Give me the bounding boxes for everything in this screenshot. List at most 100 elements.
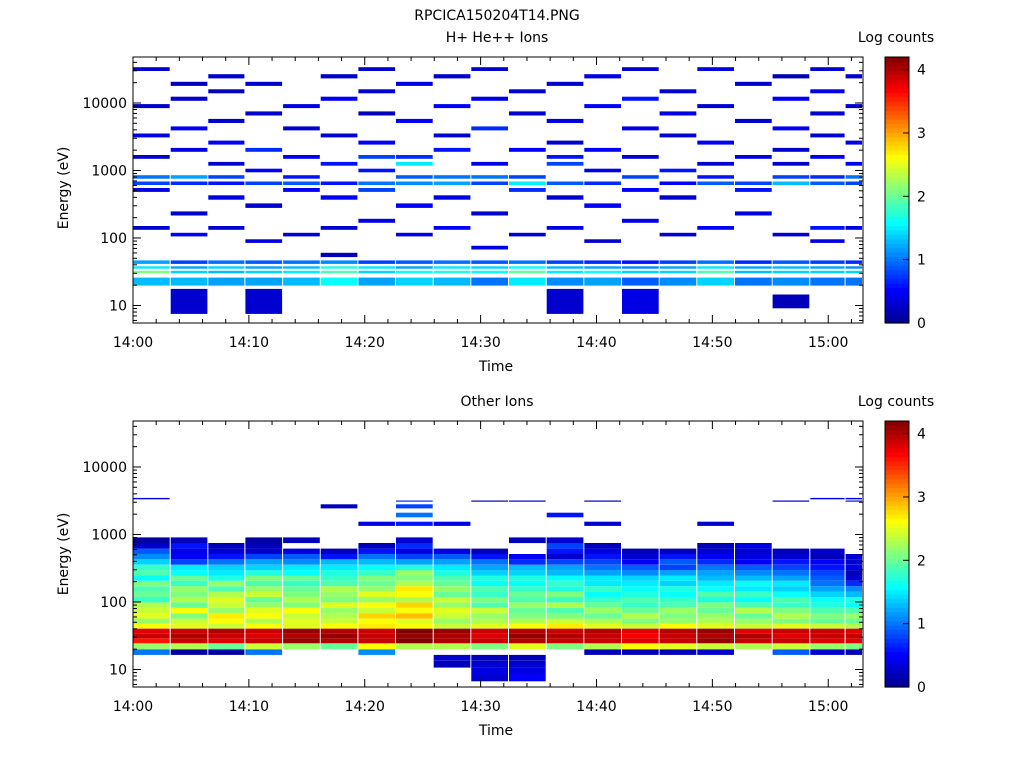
colorbar-label: Log counts xyxy=(858,394,934,410)
heatmap-cell xyxy=(396,559,433,565)
heatmap-cell xyxy=(471,628,508,634)
heatmap-cell xyxy=(283,580,320,587)
heatmap-cell xyxy=(283,570,320,576)
heatmap-cell xyxy=(283,586,320,592)
heatmap-cell xyxy=(584,239,621,243)
heatmap-cell xyxy=(320,618,358,624)
heatmap-cell xyxy=(810,181,845,185)
heatmap-cell xyxy=(622,554,659,560)
heatmap-cell xyxy=(245,277,283,286)
heatmap-cell xyxy=(208,586,245,592)
colorbar-swatch xyxy=(885,607,909,613)
heatmap-cell xyxy=(509,570,546,576)
heatmap-cell xyxy=(396,554,433,560)
heatmap-cell xyxy=(845,586,862,592)
heatmap-cell xyxy=(697,638,734,644)
colorbar-swatch xyxy=(885,567,909,573)
heatmap-cell xyxy=(433,133,471,138)
heatmap-cell xyxy=(810,623,845,629)
heatmap-cell xyxy=(208,543,245,549)
x-tick-label: 14:20 xyxy=(345,699,385,715)
heatmap-cell xyxy=(283,564,320,571)
heatmap-cell xyxy=(659,623,697,629)
heatmap-cell xyxy=(697,575,734,581)
heatmap-cell xyxy=(659,564,697,571)
colorbar-swatch xyxy=(885,616,909,622)
colorbar-swatch xyxy=(885,647,909,653)
heatmap-cell xyxy=(433,660,471,668)
heatmap-cell xyxy=(735,554,772,560)
heatmap-cell xyxy=(772,96,810,101)
colorbar-swatch xyxy=(885,514,909,520)
heatmap-cell xyxy=(358,543,396,549)
heatmap-cell xyxy=(283,643,320,650)
heatmap-cell xyxy=(772,232,810,237)
heatmap-cell xyxy=(546,586,584,592)
colorbar-swatch xyxy=(885,74,909,80)
heatmap-cell xyxy=(433,548,471,554)
heatmap-cell xyxy=(358,580,396,587)
heatmap-cell xyxy=(810,155,845,159)
heatmap-cell xyxy=(845,161,862,166)
colorbar-swatch xyxy=(885,79,909,85)
heatmap-cell xyxy=(735,602,772,608)
panel-h-he-ions: H+ He++ Ions Energy (eV) Time Log counts… xyxy=(56,30,934,375)
heatmap-cell xyxy=(358,67,396,71)
heatmap-cell xyxy=(735,586,772,592)
heatmap-cell xyxy=(810,89,845,94)
heatmap-cell xyxy=(170,96,208,101)
heatmap-cell xyxy=(697,161,734,166)
heatmap-cell xyxy=(810,266,845,269)
heatmap-cell xyxy=(245,618,283,624)
heatmap-cell xyxy=(735,277,772,286)
heatmap-cell xyxy=(509,613,546,619)
heatmap-cell xyxy=(133,554,170,560)
heatmap-cell xyxy=(471,586,508,592)
heatmap-cell xyxy=(735,643,772,650)
colorbar-swatch xyxy=(885,456,909,462)
heatmap-cell xyxy=(845,607,862,614)
heatmap-cell xyxy=(133,623,170,629)
heatmap-cell xyxy=(170,618,208,624)
heatmap-cell xyxy=(208,564,245,571)
heatmap-cell xyxy=(396,628,433,634)
heatmap-cell xyxy=(133,580,170,587)
heatmap-cell xyxy=(546,580,584,587)
heatmap-cell xyxy=(283,638,320,644)
heatmap-cell xyxy=(245,580,283,587)
heatmap-cell xyxy=(509,147,546,152)
heatmap-cell xyxy=(584,633,621,639)
heatmap-cell xyxy=(509,643,546,650)
heatmap-cell xyxy=(697,607,734,614)
heatmap-cell xyxy=(245,586,283,592)
heatmap-cell xyxy=(810,618,845,624)
heatmap-cell xyxy=(133,67,170,71)
heatmap-cell xyxy=(208,570,245,576)
heatmap-cell xyxy=(208,575,245,581)
heatmap-cell xyxy=(170,559,208,565)
heatmap-cell xyxy=(546,623,584,629)
heatmap-cell xyxy=(133,277,170,286)
colorbar-swatch xyxy=(885,571,909,577)
heatmap-cell xyxy=(810,175,845,179)
heatmap-cell xyxy=(433,628,471,634)
y-tick-label: 1000 xyxy=(91,163,127,179)
heatmap-cell xyxy=(546,602,584,608)
heatmap-cell xyxy=(584,266,621,269)
heatmap-cell xyxy=(283,175,320,179)
colorbar-swatch xyxy=(885,203,909,209)
heatmap-cell xyxy=(584,570,621,576)
heatmap-cell xyxy=(845,74,862,79)
colorbar-swatch xyxy=(885,229,909,235)
heatmap-cell xyxy=(208,628,245,634)
heatmap-cell xyxy=(509,618,546,624)
heatmap-cell xyxy=(735,118,772,123)
colorbar-swatch xyxy=(885,562,909,568)
colorbar-swatch xyxy=(885,260,909,266)
x-tick-label: 14:20 xyxy=(345,335,385,351)
heatmap-cell xyxy=(245,649,283,655)
heatmap-cell xyxy=(170,277,208,286)
colorbar-tick-label: 4 xyxy=(917,427,926,443)
colorbar-swatch xyxy=(885,110,909,116)
plot-frame xyxy=(132,56,864,324)
